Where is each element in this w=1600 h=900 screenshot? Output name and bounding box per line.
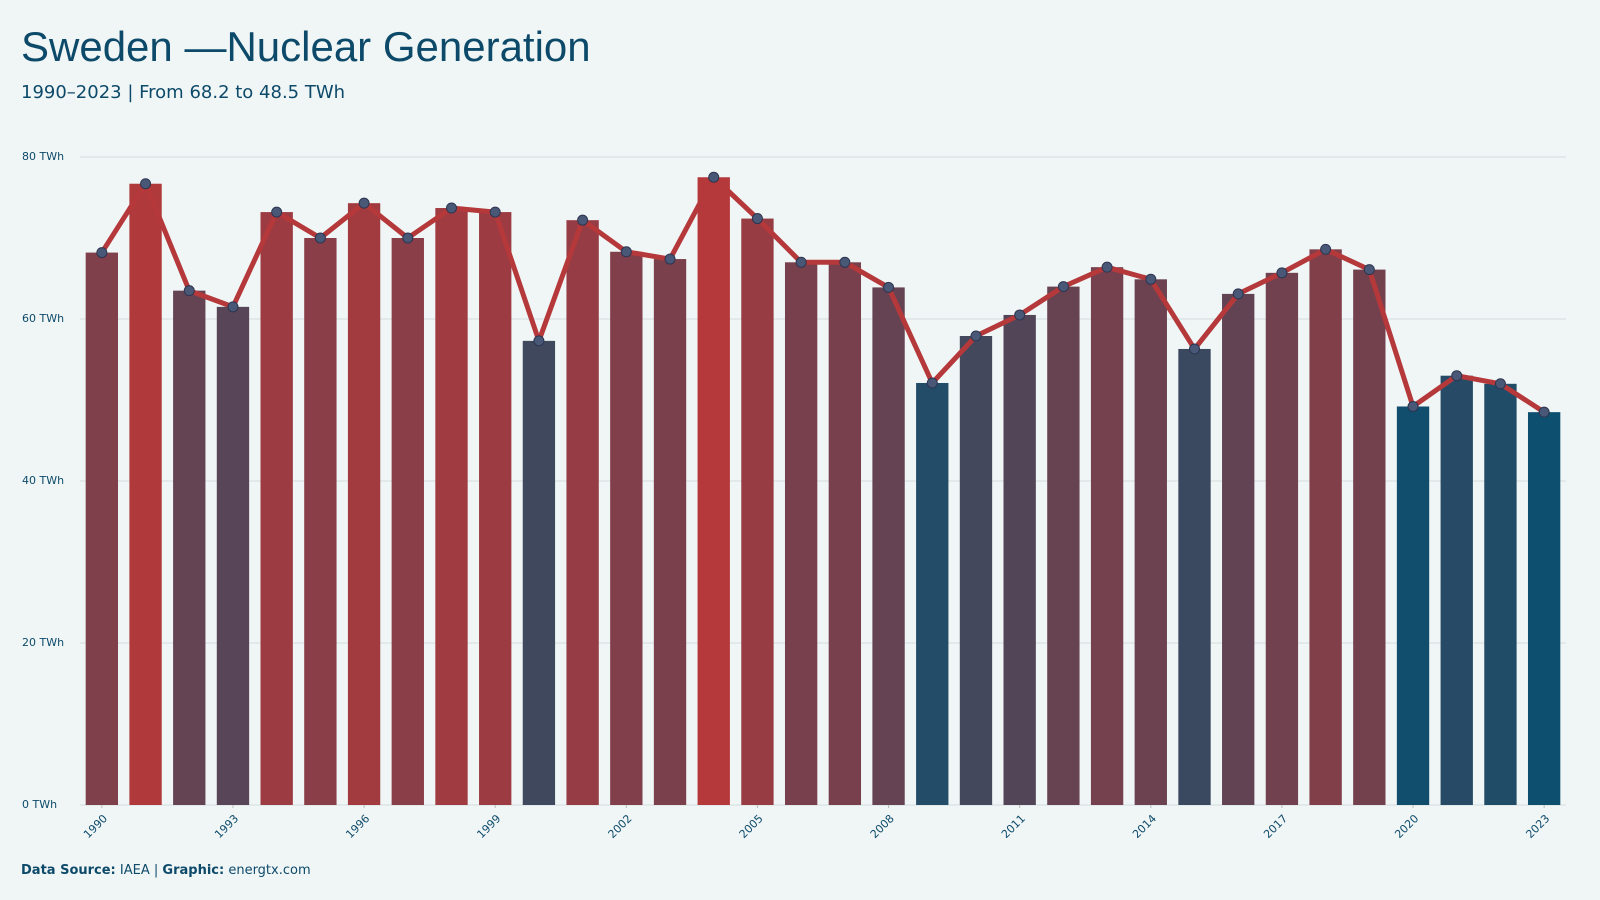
- line: [99, 174, 1546, 415]
- credit: energtx.com: [228, 863, 310, 878]
- marker: [358, 197, 370, 209]
- bar: [1265, 272, 1299, 806]
- chart-title: Sweden —Nuclear Generation: [21, 23, 591, 70]
- credit-label: Graphic:: [162, 863, 224, 878]
- marker: [314, 232, 326, 244]
- bar: [610, 251, 643, 805]
- x-tick-label: 2014: [1130, 812, 1159, 841]
- marker: [1276, 267, 1288, 279]
- bar: [1396, 406, 1430, 805]
- bar: [653, 259, 687, 805]
- marker: [664, 253, 676, 265]
- marker: [1232, 288, 1244, 300]
- marker: [446, 202, 457, 214]
- y-tick-label: 20 TWh: [22, 636, 64, 649]
- marker: [620, 246, 632, 258]
- marker: [795, 256, 807, 268]
- x-tick-label: 1993: [212, 812, 241, 841]
- y-tick-label: 80 TWh: [22, 150, 64, 163]
- bar: [1353, 269, 1386, 806]
- bar: [1090, 267, 1124, 805]
- marker: [970, 330, 982, 342]
- bar: [391, 238, 424, 805]
- marker: [402, 232, 414, 244]
- bar: [784, 262, 818, 805]
- marker: [1014, 309, 1026, 321]
- marker: [1363, 264, 1375, 276]
- marker: [1451, 370, 1463, 382]
- marker: [839, 256, 851, 268]
- marker: [533, 335, 545, 347]
- bar: [828, 262, 862, 805]
- bar: [697, 177, 730, 805]
- bar: [1178, 348, 1211, 805]
- marker: [883, 281, 895, 293]
- marker: [227, 301, 239, 313]
- marker: [96, 247, 108, 259]
- footer: Data Source: IAEA | Graphic: energtx.com: [21, 863, 311, 878]
- x-tick-label: 1990: [81, 812, 110, 841]
- chart-subtitle: 1990–2023 | From 68.2 to 48.5 TWh: [21, 82, 345, 103]
- y-tick-label: 0 TWh: [22, 798, 57, 811]
- x-tick-label: 2005: [737, 812, 766, 841]
- bar: [347, 203, 381, 806]
- marker: [751, 213, 763, 225]
- bar: [522, 340, 556, 805]
- bar: [1134, 279, 1167, 805]
- marker: [926, 377, 938, 389]
- marker: [183, 285, 195, 297]
- x-tick-label: 2020: [1392, 812, 1421, 841]
- marker: [1057, 281, 1069, 293]
- marker: [1538, 406, 1550, 418]
- bar: [1003, 314, 1036, 805]
- bar: [173, 290, 206, 805]
- bar: [1440, 375, 1473, 805]
- marker: [577, 214, 589, 226]
- marker: [1189, 343, 1200, 355]
- source: IAEA |: [120, 863, 158, 878]
- marker: [271, 206, 283, 218]
- marker: [708, 171, 720, 183]
- bar: [1527, 412, 1561, 805]
- bar: [566, 220, 599, 805]
- marker: [1101, 261, 1113, 273]
- x-tick-label: 1996: [343, 812, 372, 841]
- marker: [1320, 243, 1332, 255]
- bar: [741, 218, 774, 805]
- y-tick-label: 60 TWh: [22, 312, 64, 325]
- bar: [959, 336, 993, 805]
- bar: [435, 208, 468, 805]
- x-tick-label: 1999: [474, 812, 503, 841]
- bar: [304, 238, 337, 805]
- marker: [140, 178, 152, 190]
- y-tick-label: 40 TWh: [22, 474, 64, 487]
- bar: [1309, 249, 1342, 806]
- x-tick-label: 2011: [999, 812, 1028, 841]
- marker: [1145, 273, 1157, 285]
- source-label: Data Source:: [21, 863, 116, 878]
- bar: [260, 212, 293, 805]
- bar: [85, 252, 119, 805]
- bar: [1222, 293, 1255, 805]
- bar: [872, 287, 905, 805]
- marker: [489, 206, 501, 218]
- x-tick-label: 2017: [1261, 812, 1290, 841]
- bar: [129, 183, 162, 806]
- bar: [916, 382, 949, 805]
- x-tick-label: 2008: [868, 812, 897, 841]
- bar: [479, 212, 512, 805]
- bar: [216, 306, 250, 805]
- x-tick-label: 2023: [1523, 812, 1552, 841]
- bar: [1484, 383, 1517, 805]
- bar: [1047, 286, 1080, 806]
- x-tick-label: 2002: [606, 812, 635, 841]
- marker: [1494, 378, 1506, 390]
- marker: [1407, 400, 1419, 412]
